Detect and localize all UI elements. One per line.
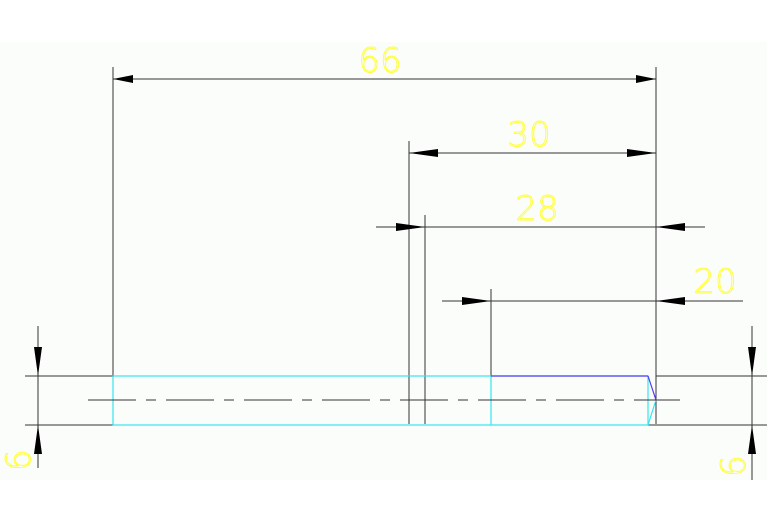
dimension-label-30: 30: [507, 115, 550, 155]
dimension-28: 28: [376, 189, 705, 424]
arrowhead: [748, 425, 756, 454]
arrowhead: [462, 297, 491, 305]
dimension-label-66: 66: [358, 41, 401, 81]
dimension-label-left-6: 6: [0, 449, 39, 471]
arrowhead: [34, 347, 42, 376]
dimension-label-right-6: 6: [714, 455, 754, 477]
dimension-left-diameter: 6: [0, 326, 113, 471]
arrowhead: [113, 75, 133, 83]
drawing-canvas: [0, 42, 767, 480]
arrowhead: [627, 149, 656, 157]
arrowhead: [636, 75, 656, 83]
arrowhead: [396, 223, 425, 231]
arrowhead: [34, 425, 42, 454]
arrowhead: [409, 149, 438, 157]
dimension-right-diameter: 6: [648, 326, 767, 480]
chamfer-edge: [647, 399, 657, 426]
dimension-label-28: 28: [515, 189, 558, 229]
dimension-20: 20: [442, 262, 743, 376]
dimension-30: 30: [408, 115, 656, 424]
shaft-part: [88, 375, 680, 426]
dimension-label-20: 20: [693, 262, 736, 302]
arrowhead: [656, 223, 685, 231]
arrowhead: [748, 347, 756, 376]
arrowhead: [656, 297, 685, 305]
dimension-66: 66: [112, 41, 657, 424]
chamfer-edge: [647, 375, 657, 401]
